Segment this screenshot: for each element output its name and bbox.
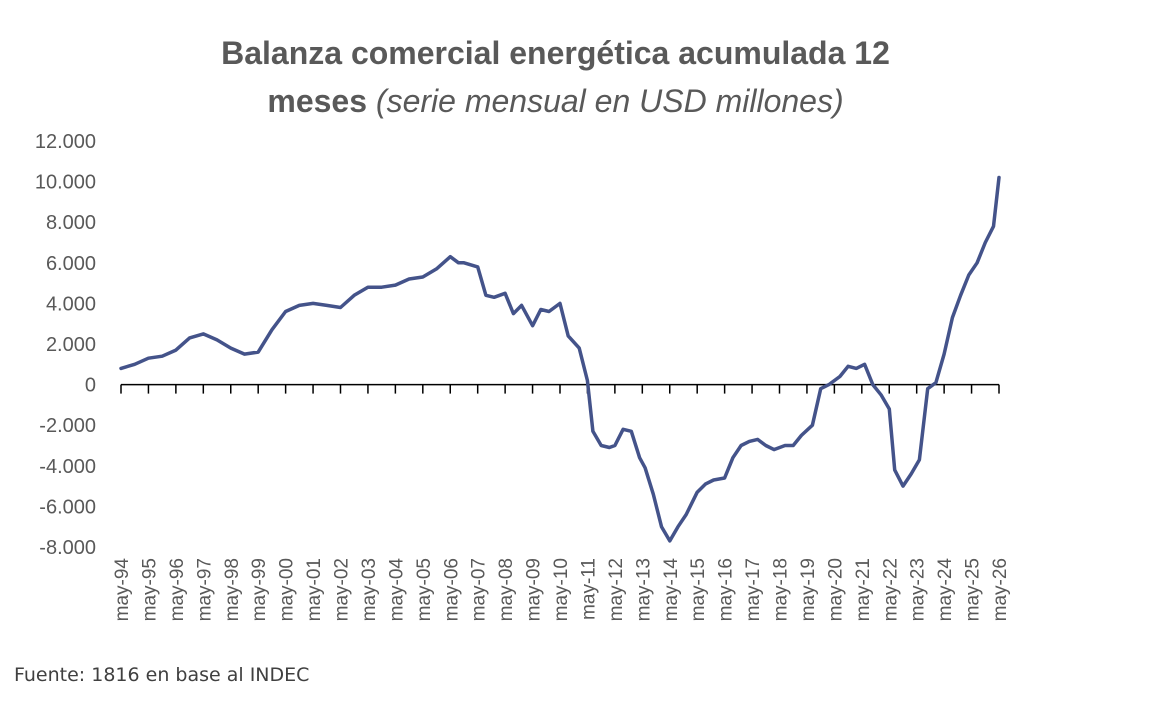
chart-title: Balanza comercial energética acumulada 1… [221, 35, 890, 71]
x-tick-label: may-97 [194, 558, 215, 621]
x-tick-label: may-11 [578, 558, 599, 620]
x-tick-label: may-00 [277, 558, 298, 621]
chart-title-word: meses [267, 83, 368, 119]
x-tick-label: may-19 [798, 558, 819, 621]
x-tick-label: may-17 [743, 558, 764, 621]
x-axis-labels: may-94 may-95 may-96 may-97 may-98 may-99 may-… [112, 558, 1011, 622]
x-tick-label: may-24 [935, 558, 956, 622]
y-tick-label: -2.000 [39, 415, 96, 437]
y-tick-label: -4.000 [39, 456, 96, 478]
y-tick-label: 12.000 [35, 131, 96, 153]
x-tick-label: may-07 [469, 558, 490, 621]
x-tick-label: may-98 [222, 558, 243, 621]
x-tick-label: may-12 [606, 558, 627, 621]
y-tick-label: 6.000 [46, 253, 96, 275]
x-tick-label: may-10 [551, 558, 572, 621]
x-tick-label: may-14 [661, 558, 682, 622]
y-tick-label: 2.000 [46, 334, 96, 356]
y-axis: -8.000 -6.000 -4.000 -2.000 0 2.000 4.000 6.000… [35, 131, 96, 559]
x-tick-label: may-94 [112, 558, 133, 622]
x-tick-label: may-03 [359, 558, 380, 621]
x-tick-label: may-95 [139, 558, 160, 621]
x-tick-label: may-05 [414, 558, 435, 621]
chart-subtitle: (serie mensual en USD millones) [375, 83, 844, 119]
x-tick-label: may-20 [825, 558, 846, 621]
source-note: Fuente: 1816 en base al INDEC [14, 664, 310, 686]
series-layer [119, 175, 1001, 543]
y-tick-label: 0 [85, 375, 96, 397]
x-tick-label: may-25 [963, 558, 984, 621]
x-tick-label: may-08 [496, 558, 517, 621]
x-tick-label: may-18 [771, 558, 792, 621]
series-line [119, 175, 1001, 543]
x-tick-label: may-13 [633, 558, 654, 621]
y-tick-label: 10.000 [35, 172, 96, 194]
x-tick-label: may-06 [441, 558, 462, 621]
x-tick-label: may-16 [716, 558, 737, 621]
y-tick-label: -8.000 [39, 537, 96, 559]
y-tick-label: -6.000 [39, 496, 96, 518]
x-tick-label: may-23 [908, 558, 929, 621]
x-tick-label: may-01 [304, 558, 325, 621]
chart-title-line2: meses (serie mensual en USD millones) [0, 83, 1111, 120]
x-tick-label: may-02 [332, 558, 353, 621]
x-axis [120, 383, 1000, 394]
x-tick-label: may-99 [249, 558, 270, 621]
y-tick-label: 4.000 [46, 293, 96, 315]
x-tick-label: may-96 [167, 558, 188, 621]
x-tick-label: may-26 [990, 558, 1011, 621]
x-tick-label: may-15 [688, 558, 709, 621]
x-tick-label: may-21 [853, 558, 874, 621]
x-tick-label: may-09 [524, 558, 545, 621]
y-tick-label: 8.000 [46, 212, 96, 234]
x-tick-label: may-22 [880, 558, 901, 621]
x-tick-label: may-04 [386, 558, 407, 622]
